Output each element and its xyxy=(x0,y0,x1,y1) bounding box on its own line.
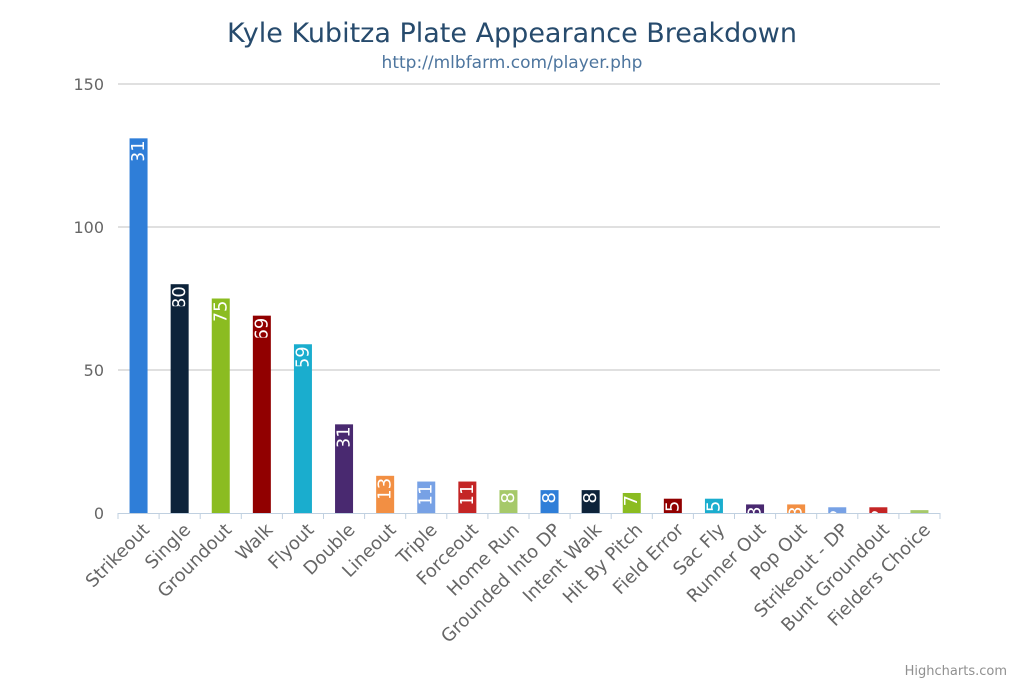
bar[interactable] xyxy=(581,490,600,513)
y-tick-label: 100 xyxy=(73,218,104,237)
data-label: 5 xyxy=(662,501,683,512)
data-label: 8 xyxy=(580,492,601,503)
data-label: 75 xyxy=(210,301,231,324)
bar[interactable] xyxy=(704,498,723,513)
data-label: 131 xyxy=(128,140,149,174)
bar[interactable] xyxy=(335,424,354,513)
data-label: 2 xyxy=(827,509,848,520)
bar[interactable] xyxy=(252,315,271,513)
data-label: 31 xyxy=(334,426,355,449)
bar[interactable] xyxy=(663,498,682,513)
chart-subtitle: http://mlbfarm.com/player.php xyxy=(382,53,643,73)
bar[interactable] xyxy=(211,298,230,514)
gridlines xyxy=(118,83,940,371)
bar[interactable] xyxy=(746,504,765,513)
data-label: 69 xyxy=(251,318,272,341)
bar[interactable] xyxy=(787,504,806,513)
bar[interactable] xyxy=(458,481,477,513)
data-label: 5 xyxy=(703,501,724,512)
data-label: 2 xyxy=(868,509,889,520)
data-label: 13 xyxy=(375,478,396,501)
bar[interactable] xyxy=(293,344,312,513)
bar[interactable] xyxy=(910,510,929,513)
chart-title: Kyle Kubitza Plate Appearance Breakdown xyxy=(227,18,797,49)
y-tick-label: 150 xyxy=(73,75,104,94)
bar[interactable] xyxy=(869,507,888,513)
bar[interactable] xyxy=(622,492,641,513)
data-label: 80 xyxy=(169,286,190,309)
data-label: 11 xyxy=(457,484,478,507)
bar[interactable] xyxy=(540,490,559,513)
bar[interactable] xyxy=(129,138,148,513)
bar[interactable] xyxy=(376,475,395,513)
y-axis: 0 50 100 150 xyxy=(73,75,104,523)
x-axis: StrikeoutSingleGroundoutWalkFlyoutDouble… xyxy=(82,513,941,647)
y-tick-label: 50 xyxy=(84,361,104,380)
data-label: 3 xyxy=(786,506,807,517)
data-label: 8 xyxy=(539,492,560,503)
y-tick-label: 0 xyxy=(94,504,104,523)
data-label: 7 xyxy=(621,495,642,506)
bar[interactable] xyxy=(170,284,189,513)
data-label: 1 xyxy=(909,512,930,523)
data-label: 59 xyxy=(292,346,313,369)
data-label: 8 xyxy=(498,492,519,503)
data-label: 11 xyxy=(416,484,437,507)
bar[interactable] xyxy=(828,507,847,513)
credits-link[interactable]: Highcharts.com xyxy=(905,664,1007,679)
bar[interactable] xyxy=(417,481,436,513)
data-label: 3 xyxy=(745,506,766,517)
bar[interactable] xyxy=(499,490,518,513)
